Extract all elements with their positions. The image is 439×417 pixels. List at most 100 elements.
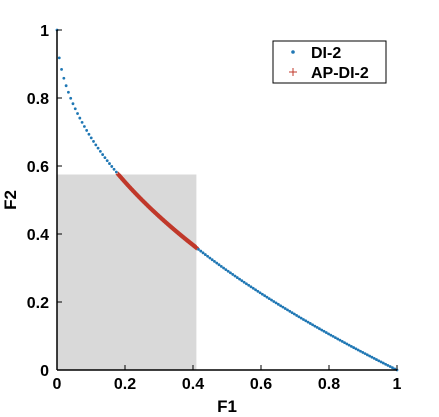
di-2-point <box>251 286 255 290</box>
y-tick-label: 0.8 <box>27 91 49 108</box>
legend-marker-di-2 <box>291 50 295 54</box>
di-2-point <box>87 132 91 136</box>
y-axis-label: F2 <box>1 190 20 210</box>
di-2-point <box>112 167 116 171</box>
y-tick-label: 0.6 <box>27 159 49 176</box>
di-2-point <box>338 338 342 342</box>
di-2-point <box>359 349 362 353</box>
di-2-point <box>64 84 68 88</box>
di-2-point <box>288 309 292 313</box>
di-2-point <box>270 298 273 302</box>
di-2-point <box>370 355 374 359</box>
di-2-point <box>354 347 358 351</box>
x-axis-label: F1 <box>217 397 237 416</box>
di-2-point <box>361 351 365 354</box>
di-2-point <box>82 125 86 128</box>
di-2-point <box>384 362 387 366</box>
di-2-point <box>324 331 328 334</box>
di-2-point <box>73 107 77 111</box>
di-2-point <box>254 288 257 292</box>
di-2-point <box>222 266 225 270</box>
di-2-point <box>256 289 260 293</box>
x-tick-label: 1 <box>393 376 402 393</box>
di-2-point <box>110 165 114 168</box>
di-2-point <box>92 140 95 143</box>
di-2-point <box>78 116 82 120</box>
di-2-point <box>206 254 210 258</box>
x-tick-label: 0.6 <box>250 376 272 393</box>
di-2-point <box>379 360 383 364</box>
di-2-point <box>247 283 251 287</box>
di-2-point <box>197 247 200 251</box>
x-tick-label: 0.2 <box>114 376 136 393</box>
shaded-region <box>57 174 197 370</box>
x-tick-label: 0 <box>53 376 62 393</box>
di-2-point <box>356 348 360 352</box>
di-2-point <box>391 366 394 370</box>
di-2-point <box>299 316 303 320</box>
di-2-point <box>365 353 369 357</box>
di-2-point <box>329 333 333 337</box>
di-2-point <box>322 329 326 333</box>
di-2-point <box>114 170 118 174</box>
di-2-point <box>85 129 89 132</box>
di-2-point <box>327 332 330 336</box>
di-2-point <box>62 76 66 80</box>
di-2-point <box>233 274 237 278</box>
di-2-point <box>388 365 392 368</box>
di-2-point <box>215 261 219 265</box>
di-2-point <box>260 292 264 296</box>
y-tick-label: 0.2 <box>27 295 49 312</box>
di-2-point <box>242 280 246 284</box>
di-2-point <box>276 302 280 306</box>
di-2-point <box>98 150 102 153</box>
di-2-point <box>340 340 344 343</box>
di-2-point <box>203 253 207 256</box>
di-2-point <box>210 258 214 262</box>
di-2-point <box>279 304 283 308</box>
di-2-point <box>231 273 235 276</box>
di-2-point <box>235 276 239 279</box>
di-2-point <box>258 291 262 295</box>
di-2-point <box>89 136 93 140</box>
di-2-point <box>226 269 230 273</box>
legend: DI-2 AP-DI-2 <box>272 40 387 84</box>
di-2-point <box>244 282 248 286</box>
y-tick-label: 0 <box>40 363 49 380</box>
di-2-point <box>281 305 285 309</box>
di-2-point <box>60 67 63 71</box>
di-2-point <box>368 354 372 358</box>
di-2-point <box>352 346 356 349</box>
di-2-point <box>76 112 79 115</box>
di-2-point <box>267 297 271 301</box>
di-2-point <box>304 319 308 323</box>
di-2-point <box>108 162 111 165</box>
di-2-point <box>302 318 305 321</box>
di-2-point <box>306 320 310 324</box>
di-2-point <box>213 259 216 263</box>
legend-box <box>272 40 387 84</box>
di-2-point <box>386 364 390 367</box>
di-2-point <box>283 307 287 310</box>
di-2-point <box>229 271 232 275</box>
di-2-point <box>377 359 381 363</box>
legend-marker-ap-di-2 <box>289 68 297 76</box>
di-2-point <box>315 325 319 329</box>
legend-label-di-2: DI-2 <box>311 45 341 62</box>
di-2-point <box>292 312 296 316</box>
di-2-point <box>318 327 321 331</box>
di-2-point <box>94 143 98 147</box>
x-tick-label: 0.4 <box>182 376 204 393</box>
di-2-point <box>69 96 73 100</box>
di-2-point <box>311 323 314 327</box>
di-2-point <box>286 308 289 312</box>
di-2-point <box>105 159 109 163</box>
di-2-point <box>208 256 212 260</box>
di-2-point <box>249 285 253 289</box>
di-2-point <box>308 322 312 325</box>
di-2-point <box>57 56 61 60</box>
legend-label-ap-di-2: AP-DI-2 <box>311 65 369 82</box>
di-2-point <box>320 328 324 332</box>
di-2-point <box>201 251 205 255</box>
